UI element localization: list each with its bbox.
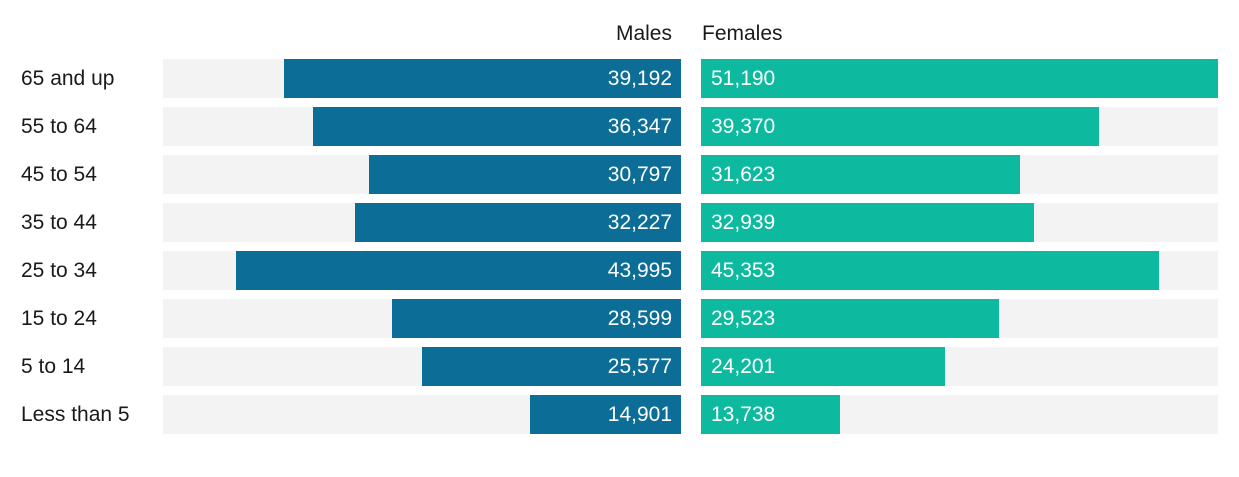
male-bar: 39,192 bbox=[284, 59, 681, 98]
female-bar: 29,523 bbox=[701, 299, 1000, 338]
female-bar: 39,370 bbox=[701, 107, 1099, 146]
female-value-label: 32,939 bbox=[711, 211, 776, 234]
female-value-label: 29,523 bbox=[711, 307, 776, 330]
center-gap bbox=[681, 203, 701, 242]
female-bar: 24,201 bbox=[701, 347, 946, 386]
male-bar-track: 39,192 bbox=[163, 59, 681, 98]
age-group-label: Less than 5 bbox=[21, 403, 130, 426]
female-bar-track: 29,523 bbox=[701, 299, 1218, 338]
male-bar-track: 25,577 bbox=[163, 347, 681, 386]
chart-row: 45 to 54 30,797 31,623 bbox=[0, 155, 1239, 194]
female-value-label: 31,623 bbox=[711, 163, 776, 186]
female-bar-track: 31,623 bbox=[701, 155, 1218, 194]
chart-row: Less than 5 14,901 13,738 bbox=[0, 395, 1239, 434]
age-group-label: 5 to 14 bbox=[21, 355, 86, 378]
center-gap bbox=[681, 107, 701, 146]
female-bar-track: 24,201 bbox=[701, 347, 1218, 386]
female-value-label: 13,738 bbox=[711, 403, 776, 426]
female-bar-track: 39,370 bbox=[701, 107, 1218, 146]
female-value-label: 51,190 bbox=[711, 67, 776, 90]
legend-females-label: Females bbox=[702, 22, 783, 45]
male-value-label: 14,901 bbox=[607, 403, 672, 426]
male-bar: 30,797 bbox=[369, 155, 681, 194]
chart-row: 65 and up 39,192 51,190 bbox=[0, 59, 1239, 98]
female-bar: 13,738 bbox=[701, 395, 840, 434]
age-group-label: 55 to 64 bbox=[21, 115, 97, 138]
female-bar: 51,190 bbox=[701, 59, 1218, 98]
center-gap bbox=[681, 347, 701, 386]
age-group-label: 35 to 44 bbox=[21, 211, 97, 234]
legend: Males Females bbox=[0, 20, 1239, 48]
female-bar-track: 13,738 bbox=[701, 395, 1218, 434]
center-gap bbox=[681, 155, 701, 194]
female-value-label: 24,201 bbox=[711, 355, 776, 378]
chart-row: 5 to 14 25,577 24,201 bbox=[0, 347, 1239, 386]
male-bar: 28,599 bbox=[391, 299, 681, 338]
male-bar-track: 43,995 bbox=[163, 251, 681, 290]
chart-rows: 65 and up 39,192 51,190 55 to 64 36,347 39,37… bbox=[0, 59, 1239, 443]
male-value-label: 39,192 bbox=[607, 67, 672, 90]
male-bar-track: 14,901 bbox=[163, 395, 681, 434]
center-gap bbox=[681, 299, 701, 338]
chart-row: 25 to 34 43,995 45,353 bbox=[0, 251, 1239, 290]
female-bar: 45,353 bbox=[701, 251, 1160, 290]
chart-row: 35 to 44 32,227 32,939 bbox=[0, 203, 1239, 242]
male-bar: 43,995 bbox=[235, 251, 681, 290]
male-bar: 14,901 bbox=[530, 395, 681, 434]
center-gap bbox=[681, 59, 701, 98]
male-value-label: 32,227 bbox=[607, 211, 672, 234]
female-bar: 32,939 bbox=[701, 203, 1034, 242]
chart-row: 15 to 24 28,599 29,523 bbox=[0, 299, 1239, 338]
female-bar-track: 32,939 bbox=[701, 203, 1218, 242]
male-bar-track: 28,599 bbox=[163, 299, 681, 338]
age-group-label: 65 and up bbox=[21, 67, 115, 90]
legend-males-label: Males bbox=[615, 22, 672, 45]
female-bar-track: 51,190 bbox=[701, 59, 1218, 98]
female-bar-track: 45,353 bbox=[701, 251, 1218, 290]
chart-row: 55 to 64 36,347 39,370 bbox=[0, 107, 1239, 146]
age-group-label: 15 to 24 bbox=[21, 307, 97, 330]
male-value-label: 43,995 bbox=[607, 259, 672, 282]
male-value-label: 36,347 bbox=[607, 115, 672, 138]
male-bar-track: 36,347 bbox=[163, 107, 681, 146]
male-bar: 32,227 bbox=[354, 203, 681, 242]
age-group-label: 25 to 34 bbox=[21, 259, 97, 282]
center-gap bbox=[681, 251, 701, 290]
male-bar-track: 32,227 bbox=[163, 203, 681, 242]
female-bar: 31,623 bbox=[701, 155, 1021, 194]
female-value-label: 39,370 bbox=[711, 115, 776, 138]
male-value-label: 28,599 bbox=[607, 307, 672, 330]
male-bar-track: 30,797 bbox=[163, 155, 681, 194]
male-value-label: 30,797 bbox=[607, 163, 672, 186]
male-bar: 36,347 bbox=[313, 107, 681, 146]
female-value-label: 45,353 bbox=[711, 259, 776, 282]
age-group-label: 45 to 54 bbox=[21, 163, 97, 186]
male-value-label: 25,577 bbox=[607, 355, 672, 378]
center-gap bbox=[681, 395, 701, 434]
male-bar: 25,577 bbox=[422, 347, 681, 386]
